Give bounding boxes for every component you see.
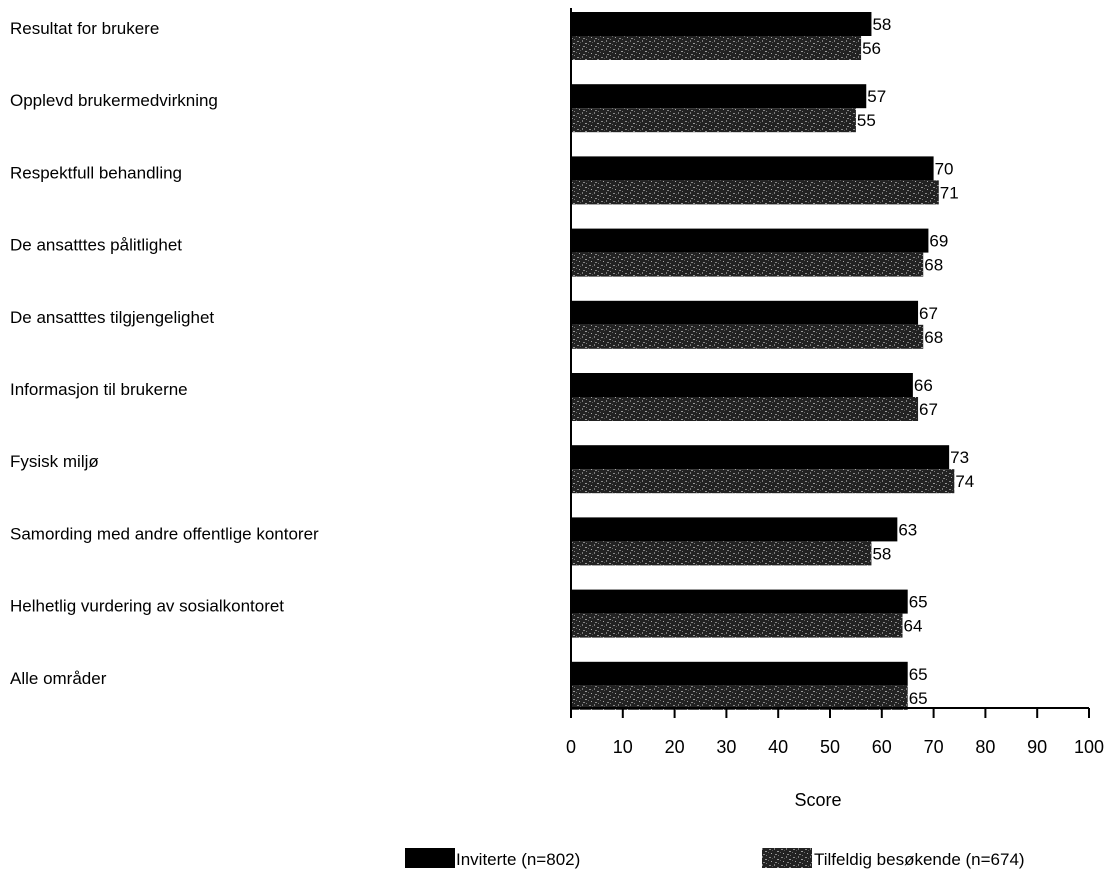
bar-tilfeldig — [571, 252, 924, 277]
bar-inviterte — [571, 84, 867, 109]
data-label: 68 — [924, 328, 943, 347]
data-label: 57 — [867, 87, 886, 106]
legend-swatch — [405, 848, 455, 868]
x-tick-label: 40 — [768, 737, 788, 757]
data-label: 63 — [898, 520, 917, 539]
data-label: 58 — [872, 544, 891, 563]
data-label: 65 — [909, 665, 928, 684]
data-label: 67 — [919, 304, 938, 323]
category-label: Helhetlig vurdering av sosialkontoret — [10, 597, 284, 616]
category-label: Fysisk miljø — [10, 452, 99, 471]
bar-tilfeldig — [571, 36, 862, 60]
bar-inviterte — [571, 12, 872, 36]
bar-inviterte — [571, 228, 929, 253]
x-tick-label: 90 — [1027, 737, 1047, 757]
data-label: 69 — [929, 232, 948, 251]
legend-swatch — [762, 848, 812, 868]
data-label: 58 — [872, 15, 891, 34]
data-label: 73 — [950, 448, 969, 467]
legend: Inviterte (n=802) Tilfeldig besøkende (n=… — [405, 848, 1025, 869]
x-tick-label: 10 — [613, 737, 633, 757]
x-axis-title: Score — [794, 790, 841, 810]
bar-tilfeldig — [571, 469, 955, 494]
data-label: 71 — [940, 183, 959, 202]
x-tick-label: 30 — [716, 737, 736, 757]
data-label: 55 — [857, 111, 876, 130]
bar-tilfeldig — [571, 613, 903, 638]
category-label: Alle områder — [10, 669, 107, 688]
bars: 58 56 57 55 70 71 69 68 67 68 66 67 73 74 63 58 65 64 65 65 — [571, 12, 974, 710]
category-labels: Resultat for brukere Opplevd brukermedvir… — [10, 19, 319, 688]
category-label: Resultat for brukere — [10, 19, 159, 38]
bar-inviterte — [571, 300, 919, 325]
data-label: 74 — [955, 472, 974, 491]
category-label: De ansatttes tilgjengelighet — [10, 308, 214, 327]
bar-inviterte — [571, 589, 908, 614]
x-tick-label: 0 — [566, 737, 576, 757]
category-label: De ansatttes pålitlighet — [10, 236, 182, 255]
legend-label: Inviterte (n=802) — [456, 850, 580, 869]
x-axis: 0 10 20 30 40 50 60 70 80 90 100 — [566, 8, 1104, 757]
category-label: Samording med andre offentlige kontorer — [10, 524, 319, 543]
x-tick-label: 100 — [1074, 737, 1104, 757]
data-label: 67 — [919, 400, 938, 419]
bar-inviterte — [571, 517, 898, 542]
x-tick-label: 50 — [820, 737, 840, 757]
category-label: Opplevd brukermedvirkning — [10, 91, 218, 110]
x-tick-label: 70 — [924, 737, 944, 757]
x-tick-label: 60 — [872, 737, 892, 757]
bar-inviterte — [571, 156, 934, 181]
data-label: 65 — [909, 689, 928, 708]
bar-tilfeldig — [571, 397, 919, 421]
x-tick-label: 20 — [665, 737, 685, 757]
category-label: Respektfull behandling — [10, 163, 182, 182]
data-label: 66 — [914, 376, 933, 395]
bar-inviterte — [571, 661, 908, 686]
legend-label: Tilfeldig besøkende (n=674) — [814, 850, 1025, 869]
bar-tilfeldig — [571, 685, 908, 710]
bar-tilfeldig — [571, 324, 924, 349]
bar-inviterte — [571, 373, 913, 397]
category-label: Informasjon til brukerne — [10, 380, 188, 399]
x-tick-label: 80 — [975, 737, 995, 757]
bar-tilfeldig — [571, 108, 856, 133]
bar-tilfeldig — [571, 180, 939, 205]
data-label: 56 — [862, 39, 881, 58]
data-label: 70 — [935, 159, 954, 178]
bar-inviterte — [571, 445, 950, 470]
data-label: 64 — [904, 617, 923, 636]
data-label: 65 — [909, 593, 928, 612]
bar-tilfeldig — [571, 541, 872, 566]
data-label: 68 — [924, 256, 943, 275]
